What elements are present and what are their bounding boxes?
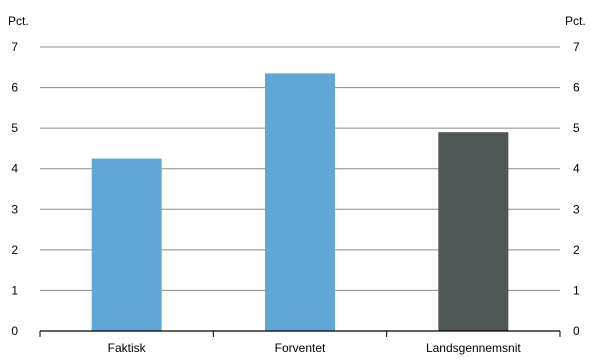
category-label: Landsgennemsnit bbox=[426, 341, 521, 355]
right-tick-label: 4 bbox=[573, 162, 580, 176]
right-tick-label: 0 bbox=[573, 324, 580, 338]
left-tick-label: 5 bbox=[11, 121, 18, 135]
left-tick-label: 0 bbox=[11, 324, 18, 338]
right-tick-label: 2 bbox=[573, 243, 580, 257]
category-label: Forventet bbox=[275, 341, 326, 355]
left-tick-label: 7 bbox=[11, 40, 18, 54]
bars bbox=[91, 73, 509, 331]
right-tick-label: 5 bbox=[573, 121, 580, 135]
bar bbox=[438, 132, 509, 331]
category-labels: Faktisk Forventet Landsgennemsnit bbox=[108, 341, 522, 355]
y-unit-left: Pct. bbox=[8, 14, 29, 28]
category-label: Faktisk bbox=[108, 341, 147, 355]
right-tick-label: 3 bbox=[573, 202, 580, 216]
left-tick-labels: 0 1 2 3 4 5 6 7 bbox=[11, 40, 18, 338]
bar bbox=[91, 158, 162, 331]
bar bbox=[265, 73, 335, 331]
x-axis bbox=[39, 330, 561, 337]
right-tick-label: 1 bbox=[573, 283, 580, 297]
y-unit-right: Pct. bbox=[565, 14, 586, 28]
right-tick-labels: 0 1 2 3 4 5 6 7 bbox=[573, 40, 580, 338]
right-tick-label: 6 bbox=[573, 81, 580, 95]
left-tick-label: 4 bbox=[11, 162, 18, 176]
left-tick-label: 1 bbox=[11, 283, 18, 297]
left-tick-label: 3 bbox=[11, 202, 18, 216]
left-tick-label: 2 bbox=[11, 243, 18, 257]
right-tick-label: 7 bbox=[573, 40, 580, 54]
left-tick-label: 6 bbox=[11, 81, 18, 95]
